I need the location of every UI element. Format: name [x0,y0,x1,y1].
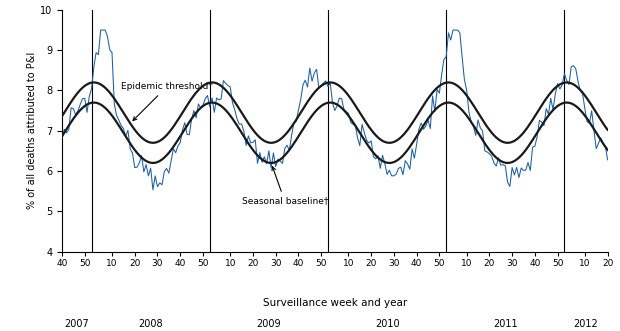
Text: 2008: 2008 [138,319,163,329]
Text: 2007: 2007 [64,319,89,329]
Y-axis label: % of all deaths attributed to P&I: % of all deaths attributed to P&I [27,52,37,210]
Text: 2011: 2011 [493,319,518,329]
X-axis label: Surveillance week and year: Surveillance week and year [263,298,407,308]
Text: Epidemic threshold*: Epidemic threshold* [121,82,213,120]
Text: Seasonal baseline†: Seasonal baseline† [242,167,328,206]
Text: 2010: 2010 [374,319,399,329]
Text: 2009: 2009 [257,319,281,329]
Text: 2012: 2012 [574,319,598,329]
